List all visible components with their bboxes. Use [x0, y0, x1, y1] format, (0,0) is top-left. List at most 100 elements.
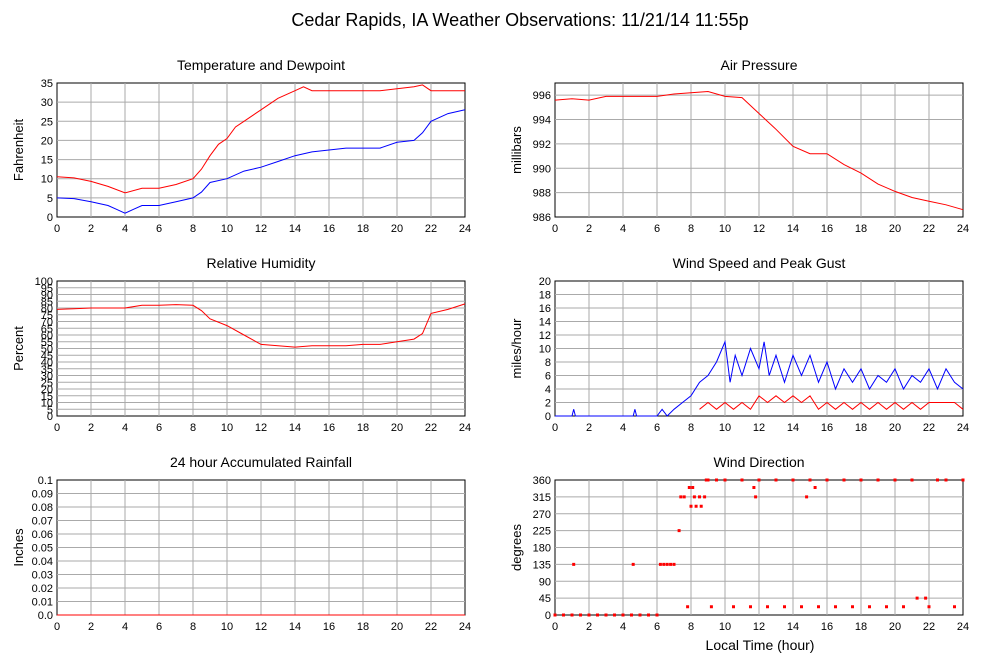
- x-tick-label: 0: [552, 621, 558, 633]
- x-tick-label: 12: [753, 621, 765, 633]
- scatter-point: [692, 495, 696, 499]
- y-tick-label: 45: [41, 350, 53, 362]
- y-axis-label: miles/hour: [509, 318, 524, 379]
- x-tick-label: 0: [552, 422, 558, 434]
- scatter-point: [749, 605, 752, 609]
- scatter-point: [927, 605, 931, 609]
- scatter-point: [669, 562, 673, 566]
- x-tick-label: 16: [821, 621, 833, 633]
- y-tick-label: 100: [35, 276, 53, 288]
- y-tick-label: 2: [545, 398, 551, 410]
- x-tick-label: 2: [586, 621, 592, 633]
- y-tick-label: 60: [41, 330, 53, 342]
- x-tick-label: 12: [255, 422, 267, 434]
- scatter-point: [631, 562, 635, 566]
- scatter-point: [638, 613, 642, 617]
- scatter-point: [808, 478, 812, 482]
- y-axis-label: degrees: [509, 524, 524, 571]
- y-tick-label: 16: [539, 303, 551, 315]
- x-tick-label: 6: [654, 223, 660, 235]
- y-tick-label: 90: [539, 576, 551, 588]
- x-tick-label: 6: [156, 621, 162, 633]
- x-tick-label: 4: [620, 223, 626, 235]
- chart-title: Relative Humidity: [207, 255, 316, 271]
- x-tick-label: 14: [289, 223, 301, 235]
- scatter-point: [766, 605, 769, 609]
- y-tick-label: 40: [41, 357, 53, 369]
- scatter-point: [723, 478, 727, 482]
- x-tick-label: 22: [425, 223, 437, 235]
- y-tick-label: 0.08: [32, 502, 53, 514]
- y-tick-label: 85: [41, 296, 53, 308]
- x-tick-label: 10: [221, 223, 233, 235]
- y-tick-label: 30: [41, 97, 53, 109]
- scatter-point: [936, 478, 939, 482]
- scatter-point: [691, 486, 695, 489]
- x-tick-label: 20: [889, 621, 901, 633]
- x-tick-label: 10: [221, 422, 233, 434]
- y-tick-label: 0.09: [32, 489, 53, 501]
- x-tick-label: 24: [957, 223, 969, 235]
- x-tick-label: 22: [923, 223, 935, 235]
- x-tick-label: 12: [753, 223, 765, 235]
- chart-title: Wind Speed and Peak Gust: [673, 255, 846, 271]
- y-tick-label: 45: [539, 593, 551, 605]
- y-tick-label: 0.02: [32, 583, 53, 595]
- scatter-point: [587, 613, 591, 617]
- scatter-point: [800, 605, 803, 609]
- scatter-point: [851, 605, 854, 609]
- y-tick-label: 0: [545, 610, 551, 622]
- scatter-point: [876, 478, 880, 482]
- x-tick-label: 16: [323, 223, 335, 235]
- scatter-point: [740, 478, 744, 482]
- scatter-point: [754, 495, 758, 499]
- scatter-point: [834, 605, 837, 609]
- x-tick-label: 6: [156, 422, 162, 434]
- x-tick-label: 18: [855, 223, 867, 235]
- y-tick-label: 95: [41, 283, 53, 295]
- y-tick-label: 986: [533, 212, 551, 224]
- y-tick-label: 80: [41, 303, 53, 315]
- y-tick-label: 0: [47, 411, 53, 423]
- x-tick-label: 8: [190, 223, 196, 235]
- scatter-point: [842, 478, 846, 482]
- scatter-point: [709, 605, 713, 609]
- x-tick-label: 14: [787, 422, 799, 434]
- y-tick-label: 10: [539, 344, 551, 356]
- y-tick-label: 992: [533, 139, 551, 151]
- y-axis-label: millibars: [509, 126, 524, 174]
- x-tick-label: 8: [688, 223, 694, 235]
- x-tick-label: 0: [552, 223, 558, 235]
- x-tick-label: 12: [255, 223, 267, 235]
- x-tick-label: 6: [654, 621, 660, 633]
- scatter-point: [655, 613, 659, 617]
- y-tick-label: 180: [533, 543, 551, 555]
- y-tick-label: 6: [545, 371, 551, 383]
- scatter-point: [944, 478, 948, 482]
- scatter-point: [902, 605, 905, 609]
- scatter-point: [885, 605, 888, 609]
- series-line-0: [554, 90, 964, 211]
- series-line-1: [699, 395, 964, 411]
- x-tick-label: 6: [156, 223, 162, 235]
- x-tick-label: 10: [719, 422, 731, 434]
- scatter-point: [672, 562, 676, 566]
- y-tick-label: 0: [545, 411, 551, 423]
- x-tick-label: 14: [289, 422, 301, 434]
- y-tick-label: 18: [539, 290, 551, 302]
- scatter-point: [570, 613, 574, 617]
- y-tick-label: 5: [47, 193, 53, 205]
- y-tick-label: 20: [41, 135, 53, 147]
- scatter-point: [859, 478, 863, 482]
- scatter-point: [783, 605, 786, 609]
- x-tick-label: 18: [357, 621, 369, 633]
- x-tick-label: 4: [122, 621, 128, 633]
- chart-title: Wind Direction: [713, 454, 804, 470]
- x-tick-label: 12: [255, 621, 267, 633]
- scatter-point: [868, 605, 871, 609]
- scatter-point: [553, 613, 557, 617]
- y-tick-label: 270: [533, 509, 551, 521]
- x-tick-label: 20: [889, 422, 901, 434]
